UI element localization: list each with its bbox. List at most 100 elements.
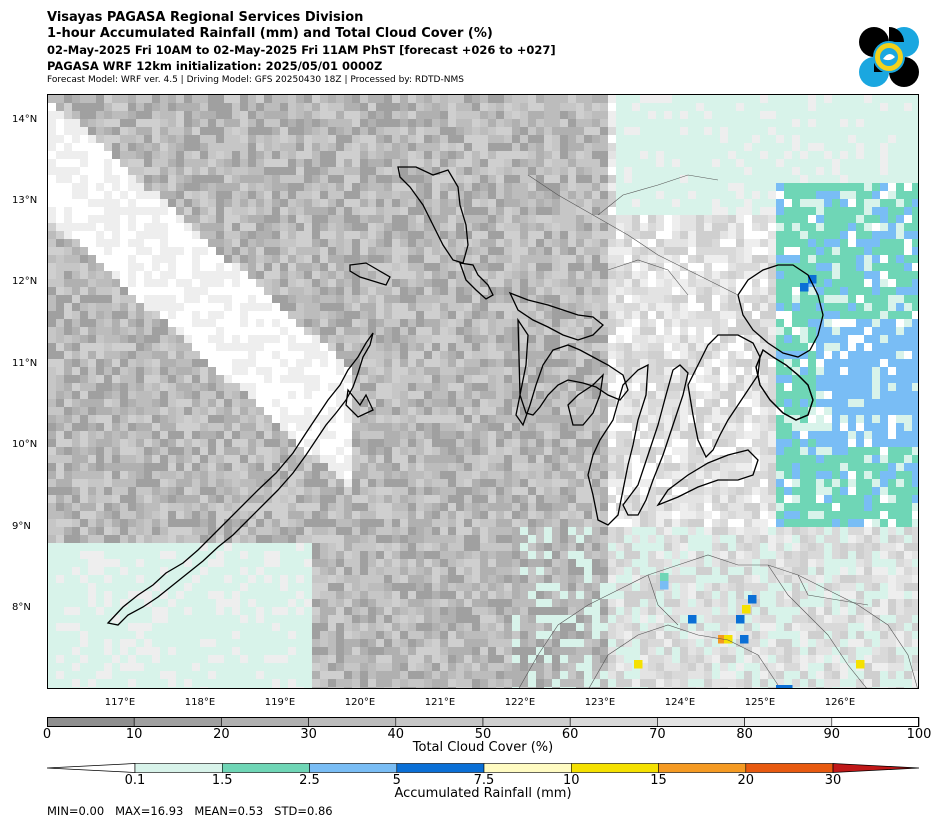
grid-cell (416, 223, 425, 232)
grid-cell (288, 455, 297, 464)
grid-cell (352, 423, 361, 432)
grid-cell (192, 431, 201, 440)
grid-cell (688, 367, 697, 376)
grid-cell (376, 135, 385, 144)
grid-cell (96, 167, 105, 176)
grid-cell (96, 399, 105, 408)
grid-cell (216, 303, 225, 312)
grid-cell (496, 279, 505, 288)
grid-cell (496, 119, 505, 128)
grid-cell (600, 351, 609, 360)
grid-cell (64, 207, 73, 216)
grid-cell (912, 111, 918, 120)
grid-cell (120, 447, 129, 456)
grid-cell (456, 111, 465, 120)
grid-cell (656, 447, 665, 456)
grid-cell (640, 175, 649, 184)
grid-cell (584, 447, 593, 456)
grid-cell (608, 167, 617, 176)
grid-cell (224, 239, 233, 248)
grid-cell (504, 311, 513, 320)
grid-cell (432, 439, 441, 448)
grid-cell (88, 311, 97, 320)
grid-cell (680, 351, 689, 360)
grid-cell (408, 135, 417, 144)
grid-cell (320, 303, 329, 312)
grid-cell (296, 343, 305, 352)
grid-cell (880, 103, 889, 112)
grid-cell (504, 239, 513, 248)
grid-cell (704, 335, 713, 344)
grid-cell (784, 103, 793, 112)
grid-cell (488, 407, 497, 416)
grid-cell (424, 455, 433, 464)
grid-cell (296, 335, 305, 344)
grid-cell (808, 375, 817, 384)
grid-cell (496, 327, 505, 336)
grid-cell (688, 239, 697, 248)
grid-cell (200, 199, 209, 208)
grid-cell (816, 159, 825, 168)
grid-cell (88, 287, 97, 296)
grid-cell (504, 255, 513, 264)
grid-cell (200, 391, 209, 400)
grid-cell (56, 399, 65, 408)
grid-cell (368, 167, 377, 176)
grid-cell (192, 447, 201, 456)
grid-cell (328, 239, 337, 248)
grid-cell (352, 191, 361, 200)
grid-cell (160, 119, 169, 128)
grid-cell (912, 167, 918, 176)
grid-cell (104, 143, 113, 152)
grid-cell (640, 335, 649, 344)
grid-cell (736, 399, 745, 408)
grid-cell (184, 143, 193, 152)
grid-cell (720, 255, 729, 264)
grid-cell (808, 423, 817, 432)
grid-cell (832, 319, 841, 328)
grid-cell (352, 415, 361, 424)
grid-cell (112, 119, 121, 128)
grid-cell (384, 399, 393, 408)
grid-cell (448, 143, 457, 152)
grid-cell (856, 343, 865, 352)
grid-cell (488, 159, 497, 168)
grid-cell (224, 199, 233, 208)
grid-cell (904, 311, 913, 320)
grid-cell (160, 311, 169, 320)
grid-cell (832, 95, 841, 104)
grid-cell (384, 215, 393, 224)
grid-cell (408, 231, 417, 240)
grid-cell (96, 351, 105, 360)
grid-cell (784, 351, 793, 360)
grid-cell (456, 127, 465, 136)
grid-cell (512, 247, 521, 256)
grid-cell (272, 295, 281, 304)
grid-cell (872, 183, 881, 192)
grid-cell (496, 183, 505, 192)
grid-cell (808, 231, 817, 240)
grid-cell (360, 287, 369, 296)
grid-cell (744, 439, 753, 448)
grid-cell (664, 119, 673, 128)
grid-cell (624, 431, 633, 440)
grid-cell (840, 279, 849, 288)
grid-cell (736, 319, 745, 328)
grid-cell (136, 431, 145, 440)
grid-cell (632, 335, 641, 344)
grid-cell (208, 319, 217, 328)
grid-cell (656, 135, 665, 144)
grid-cell (776, 327, 785, 336)
grid-cell (536, 127, 545, 136)
grid-cell (120, 191, 129, 200)
grid-cell (176, 127, 185, 136)
grid-cell (184, 199, 193, 208)
grid-cell (136, 247, 145, 256)
grid-cell (640, 167, 649, 176)
grid-cell (864, 135, 873, 144)
grid-cell (56, 423, 65, 432)
grid-cell (640, 399, 649, 408)
grid-cell (176, 247, 185, 256)
grid-cell (744, 175, 753, 184)
grid-cell (384, 303, 393, 312)
